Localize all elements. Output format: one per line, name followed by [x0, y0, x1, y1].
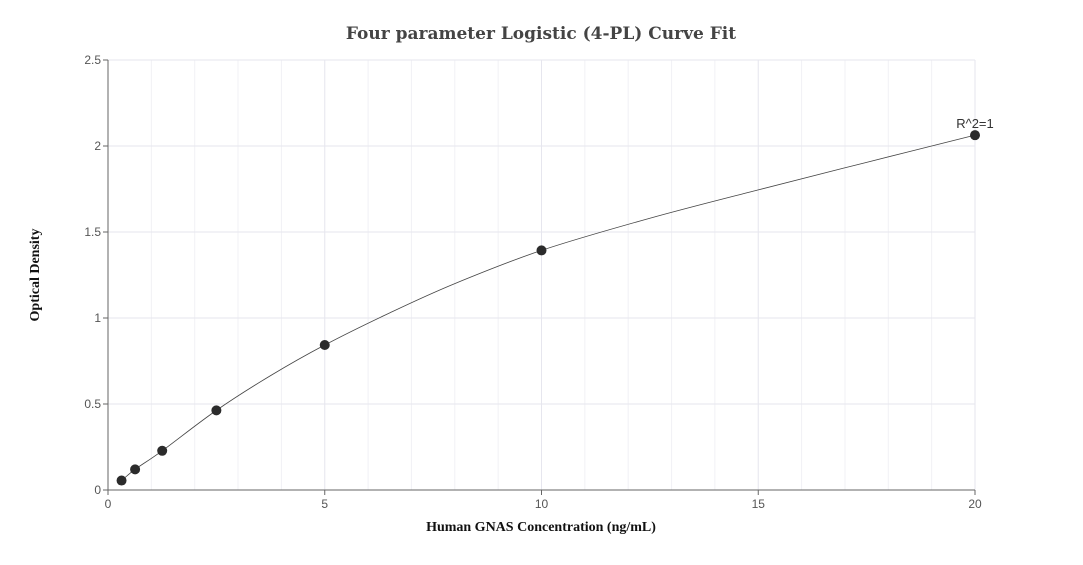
r-squared-annotation: R^2=1 [956, 116, 994, 131]
data-point [130, 464, 141, 475]
data-point [116, 475, 127, 486]
points-layer [116, 130, 980, 486]
curve-layer [121, 134, 976, 481]
axis-layer [103, 59, 976, 495]
x-tick-label: 20 [968, 497, 982, 511]
x-tick-label: 10 [535, 497, 549, 511]
x-tick-label: 5 [321, 497, 328, 511]
x-axis-title: Human GNAS Concentration (ng/mL) [426, 520, 656, 535]
x-tick-label: 15 [752, 497, 766, 511]
y-tick-label: 1.5 [84, 225, 101, 239]
y-tick-label: 1 [94, 311, 101, 325]
data-point [157, 445, 168, 456]
y-tick-label: 2.5 [84, 53, 101, 67]
text-layer: Four parameter Logistic (4-PL) Curve Fit… [28, 24, 994, 535]
data-point [536, 245, 547, 256]
data-point [211, 405, 222, 416]
y-tick-label: 2 [94, 139, 101, 153]
fit-curve [121, 134, 976, 481]
grid-layer [108, 59, 976, 490]
y-tick-label: 0.5 [84, 397, 101, 411]
chart-title: Four parameter Logistic (4-PL) Curve Fit [346, 24, 736, 44]
data-point [319, 340, 330, 351]
y-tick-label: 0 [94, 483, 101, 497]
x-tick-label: 0 [105, 497, 112, 511]
data-point [970, 130, 980, 141]
y-axis-title: Optical Density [28, 229, 43, 322]
